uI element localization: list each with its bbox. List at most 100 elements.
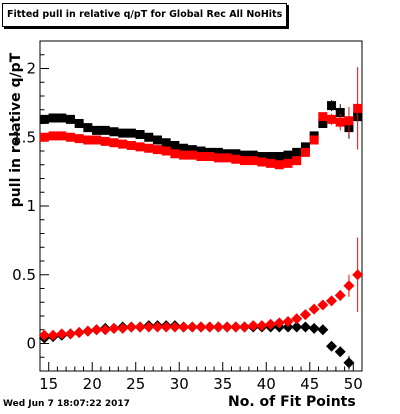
data-point <box>108 322 120 334</box>
data-point <box>169 321 181 333</box>
data-point <box>48 131 58 141</box>
data-point <box>143 321 155 333</box>
data-point <box>92 125 102 135</box>
data-point <box>126 141 136 150</box>
data-point <box>57 113 67 123</box>
data-point <box>247 320 259 332</box>
data-point <box>161 146 171 156</box>
data-point <box>344 116 354 126</box>
data-point <box>265 318 277 330</box>
data-point <box>135 142 145 152</box>
data-point <box>109 138 119 148</box>
data-point <box>179 150 189 160</box>
data-point <box>266 152 276 161</box>
data-point <box>152 135 162 145</box>
data-point <box>144 143 154 153</box>
data-point <box>283 150 293 160</box>
data-point <box>231 149 241 159</box>
data-point <box>99 324 111 336</box>
data-point <box>230 321 242 333</box>
x-tick-label: 50 <box>344 375 363 393</box>
data-point <box>125 321 137 333</box>
data-point <box>56 328 68 340</box>
data-point <box>300 147 310 157</box>
data-point <box>317 324 329 336</box>
data-point <box>352 269 364 281</box>
data-point <box>283 158 293 168</box>
y-tick-label: 1.5 <box>12 128 36 146</box>
data-point <box>248 150 258 160</box>
data-point <box>39 114 49 124</box>
data-point <box>73 327 85 338</box>
series-1 <box>39 100 363 161</box>
chart-title: Fitted pull in relative q/pT for Global … <box>2 3 288 27</box>
data-point <box>248 156 258 166</box>
data-point <box>74 134 84 144</box>
y-tick-label: 0 <box>26 335 36 353</box>
data-point <box>222 153 232 163</box>
data-point <box>256 320 268 332</box>
data-point <box>213 147 223 157</box>
y-tick-label: 0.5 <box>12 266 36 284</box>
data-point <box>205 152 215 161</box>
data-point <box>134 321 146 333</box>
data-point <box>196 146 206 156</box>
data-point <box>308 322 320 334</box>
data-point <box>65 132 75 142</box>
data-point <box>187 150 197 160</box>
data-point <box>161 138 171 148</box>
series-4 <box>38 237 364 341</box>
data-point <box>47 329 59 341</box>
data-point <box>240 156 250 166</box>
data-point <box>327 114 337 124</box>
data-point <box>83 135 93 145</box>
data-point <box>118 139 128 149</box>
data-point <box>82 325 94 337</box>
data-point <box>151 321 163 333</box>
data-point <box>291 313 303 325</box>
tick-labels: 15 20 25 30 35 40 45 50 0 0.5 1 1.5 2 <box>12 60 363 394</box>
data-point <box>100 125 110 135</box>
data-point <box>274 152 284 161</box>
y-tick-label: 1 <box>26 197 36 215</box>
data-point <box>343 357 355 369</box>
data-point <box>170 141 180 150</box>
data-point <box>221 321 233 333</box>
data-point <box>91 324 103 336</box>
data-point <box>327 101 337 111</box>
data-point <box>83 123 93 133</box>
data-point <box>118 128 128 138</box>
data-point <box>274 160 284 170</box>
data-point <box>64 328 76 340</box>
data-point <box>126 128 136 138</box>
data-point <box>334 289 346 301</box>
data-point <box>309 135 319 145</box>
series-2 <box>39 67 363 170</box>
data-point <box>212 321 224 333</box>
data-point <box>308 303 320 315</box>
data-point <box>334 346 346 358</box>
data-point <box>257 157 267 167</box>
x-tick-label: 15 <box>39 375 58 393</box>
data-point <box>39 132 49 142</box>
data-point <box>100 136 110 146</box>
data-point <box>318 112 328 122</box>
x-tick-label: 30 <box>170 375 189 393</box>
data-point <box>48 113 58 123</box>
data-point <box>292 147 302 157</box>
x-tick-label: 20 <box>83 375 102 393</box>
data-point <box>231 154 241 164</box>
data-point <box>144 132 154 142</box>
data-point <box>239 321 251 333</box>
data-point <box>186 321 198 333</box>
datestamp: Wed Jun 7 18:07:22 2017 <box>3 399 130 409</box>
x-tick-label: 45 <box>300 375 319 393</box>
y-tick-label: 2 <box>26 60 36 78</box>
data-point <box>240 150 250 160</box>
data-point <box>135 130 145 139</box>
data-point <box>204 321 216 333</box>
data-point <box>57 131 67 141</box>
data-point <box>300 142 310 152</box>
data-point <box>317 299 329 311</box>
